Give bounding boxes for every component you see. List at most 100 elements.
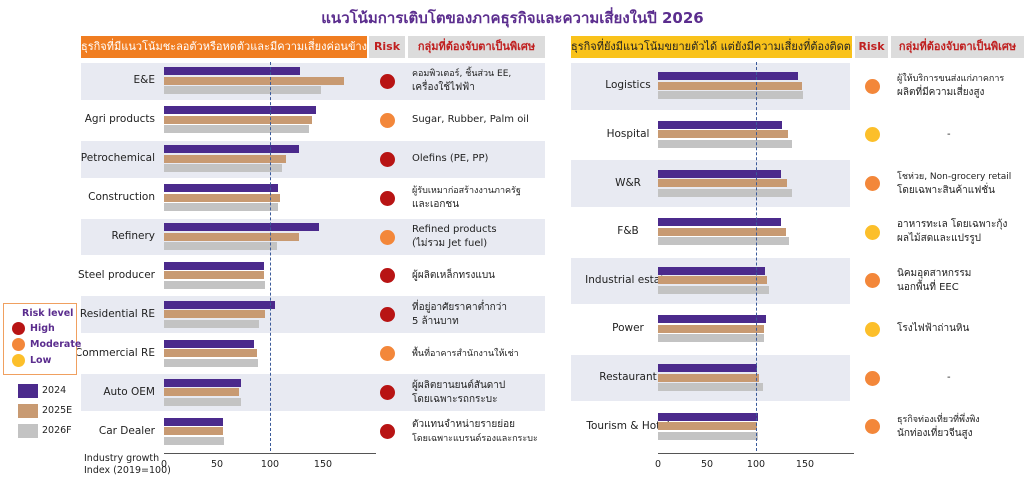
reference-line-100 xyxy=(756,62,757,451)
bar-residential-re-2024 xyxy=(164,300,276,309)
category-label-construction: Construction xyxy=(88,191,155,204)
category-label-steel-producer: Steel producer xyxy=(77,268,155,281)
category-label-tourism-and-hotel: Tourism & Hotel xyxy=(586,419,670,432)
risk-group-text: โดยเฉพาะรถกระบะ xyxy=(412,393,498,405)
bar-construction-2024 xyxy=(164,184,279,193)
category-label-eande: E&E xyxy=(133,74,155,87)
risk-group-text: Sugar, Rubber, Palm oil xyxy=(412,114,529,126)
risk-group-text: ผลไม้สดและแปรรูป xyxy=(897,233,982,245)
risk-group-text: โดยเฉพาะแบรนด์รองและกระบะ xyxy=(412,433,538,444)
category-label-fandb: F&B xyxy=(617,225,639,238)
x-tick-label: 50 xyxy=(700,459,714,470)
bar-steel-producer-2026f xyxy=(164,280,265,289)
bar-tourism-and-hotel-2025e xyxy=(658,422,757,431)
right-risk-header: Risk xyxy=(855,36,888,58)
risk-group-text: ตัวแทนจำหน่ายรายย่อย xyxy=(412,418,515,430)
risk-low-dot xyxy=(864,321,880,337)
bar-logistics-2026f xyxy=(658,91,804,100)
bar-steel-producer-2025e xyxy=(164,271,264,280)
category-label-refinery: Refinery xyxy=(111,230,155,243)
x-tick-label: 0 xyxy=(160,459,168,470)
risk-group-text: ผู้ผลิตยานยนต์สันดาป xyxy=(412,379,506,391)
risk-group-text: นิคมอุตสาหกรรม xyxy=(897,267,972,279)
risk-group-text: อาหารทะเล โดยเฉพาะกุ้ง xyxy=(897,219,1008,231)
bar-logistics-2025e xyxy=(658,81,803,90)
legend-2026f-label: 2026F xyxy=(42,425,72,436)
table-row xyxy=(81,140,545,178)
bar-industrial-estate-2025e xyxy=(658,276,767,285)
table-row xyxy=(81,413,545,450)
risk-group-text: คอมพิวเตอร์, ชิ้นส่วน EE, xyxy=(412,69,512,80)
x-axis-line xyxy=(164,453,376,454)
legend-high-label: High xyxy=(30,323,55,334)
risk-group-text: ผู้ให้บริการขนส่งแก่ภาคการ xyxy=(897,74,1005,85)
bar-wandr-2025e xyxy=(658,179,788,188)
bar-agri-products-2026f xyxy=(164,125,310,134)
risk-group-text: ผู้ผลิตเหล็กทรงแบน xyxy=(412,269,496,281)
risk-group-text: นักท่องเที่ยวจีนสูง xyxy=(897,427,973,439)
category-label-agri-products: Agri products xyxy=(84,113,155,126)
bar-wandr-2024 xyxy=(658,169,782,178)
category-label-hospital: Hospital xyxy=(606,127,650,140)
risk-high-dot xyxy=(379,307,395,323)
x-tick-label: 100 xyxy=(260,459,280,470)
bar-restaurant-2025e xyxy=(658,373,759,382)
risk-low-dot xyxy=(864,127,880,143)
bar-petrochemical-2026f xyxy=(164,164,282,173)
category-label-industrial-estate: Industrial estate xyxy=(585,273,671,286)
risk-group-text: ธุรกิจท่องเที่ยวที่พึ่งพิง xyxy=(897,414,980,425)
risk-high-dot xyxy=(379,151,395,167)
risk-moderate-dot xyxy=(864,176,880,192)
bar-power-2026f xyxy=(658,334,764,343)
bar-restaurant-2024 xyxy=(658,364,757,373)
risk-group-text: ผู้รับเหมาก่อสร้างงานภาครัฐ xyxy=(412,186,521,197)
risk-moderate-dot xyxy=(864,273,880,289)
bar-steel-producer-2024 xyxy=(164,261,264,270)
risk-group-text: Olefins (PE, PP) xyxy=(412,153,489,165)
bar-restaurant-2026f xyxy=(658,383,763,392)
bar-fandb-2025e xyxy=(658,227,787,236)
legend-2024-label: 2024 xyxy=(42,385,67,396)
table-row xyxy=(81,179,545,217)
bar-logistics-2024 xyxy=(658,72,799,81)
bar-hospital-2026f xyxy=(658,139,793,148)
bar-car-dealer-2026f xyxy=(164,436,225,445)
risk-group-text: โชห่วย, Non-grocery retail xyxy=(897,171,1012,182)
category-label-car-dealer: Car Dealer xyxy=(98,424,155,437)
bar-eande-2025e xyxy=(164,76,345,85)
table-row xyxy=(81,296,545,334)
x-tick-label: 150 xyxy=(313,459,333,470)
bar-petrochemical-2025e xyxy=(164,154,286,163)
bar-wandr-2026f xyxy=(658,188,793,197)
x-tick-label: 0 xyxy=(654,459,662,470)
right-panel-header: ธุรกิจที่ยังมีแนวโน้มขยายตัวได้ แต่ยังมี… xyxy=(571,36,852,58)
risk-moderate-dot xyxy=(864,419,880,435)
legend-high-dot xyxy=(12,322,25,335)
bar-hospital-2025e xyxy=(658,130,789,139)
risk-moderate-dot xyxy=(864,370,880,386)
risk-group-text: พื้นที่อาคารสำนักงานให้เช่า xyxy=(412,348,519,359)
bar-industrial-estate-2024 xyxy=(658,266,765,275)
bar-agri-products-2025e xyxy=(164,115,313,124)
bar-auto-oem-2024 xyxy=(164,378,242,387)
legend-moderate-dot xyxy=(12,338,25,351)
risk-group-text: โรงไฟฟ้าถ่านหิน xyxy=(897,323,970,335)
risk-group-text: - xyxy=(947,372,951,384)
x-tick-label: 150 xyxy=(795,459,815,470)
bar-eande-2026f xyxy=(164,86,321,95)
category-label-residential-re: Residential RE xyxy=(79,307,155,320)
risk-low-dot xyxy=(864,224,880,240)
risk-group-text: และเอกชน xyxy=(412,199,460,211)
bar-eande-2024 xyxy=(164,67,300,76)
axis-note-line-1: Industry growth xyxy=(84,453,160,464)
bar-construction-2026f xyxy=(164,203,279,212)
bar-residential-re-2025e xyxy=(164,310,265,319)
category-label-wandr: W&R xyxy=(615,176,641,189)
bar-tourism-and-hotel-2024 xyxy=(658,412,758,421)
bar-commercial-re-2024 xyxy=(164,339,255,348)
bar-hospital-2024 xyxy=(658,120,783,129)
risk-high-dot xyxy=(379,73,395,89)
bar-refinery-2024 xyxy=(164,223,319,232)
category-label-restaurant: Restaurant xyxy=(599,371,657,384)
risk-high-dot xyxy=(379,190,395,206)
